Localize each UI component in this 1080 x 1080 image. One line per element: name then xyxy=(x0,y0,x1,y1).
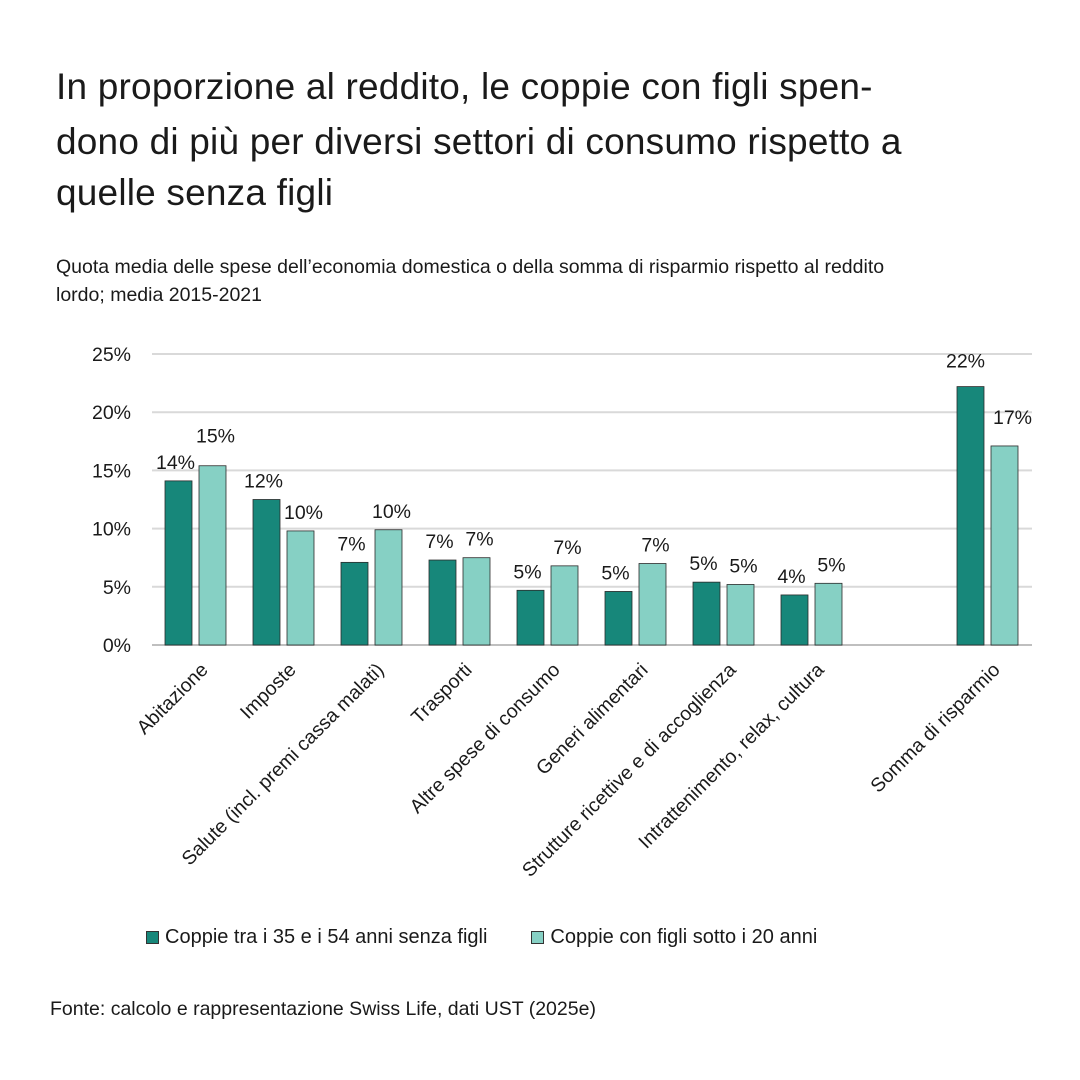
y-tick-label: 25% xyxy=(92,344,131,366)
bar-series-1 xyxy=(780,594,809,646)
bar-series-1 xyxy=(340,561,369,646)
y-tick-label: 10% xyxy=(92,519,131,541)
source-note: Fonte: calcolo e rappresentazione Swiss … xyxy=(50,998,596,1020)
bar-series-1 xyxy=(956,386,985,646)
data-label: 14% xyxy=(156,452,195,474)
chart-title-line-2: dono di più per diversi settori di consu… xyxy=(56,121,902,162)
y-tick-label: 5% xyxy=(103,577,131,599)
data-label: 10% xyxy=(284,502,323,524)
bar-series-2 xyxy=(990,445,1019,646)
x-tick-label: Imposte xyxy=(236,659,301,724)
x-tick-label: Abitazione xyxy=(133,659,213,739)
data-label: 7% xyxy=(641,535,669,557)
bar-series-2 xyxy=(550,565,579,646)
bar-series-1 xyxy=(516,589,545,646)
x-tick-label: Intrattenimento, relax, cultura xyxy=(634,659,828,853)
data-label: 10% xyxy=(372,501,411,523)
x-tick-label: Trasporti xyxy=(407,659,476,728)
y-tick-label: 0% xyxy=(103,635,131,657)
chart-title-line-3: quelle senza figli xyxy=(56,172,334,213)
data-label: 7% xyxy=(425,531,453,553)
chart-legend: Coppie tra i 35 e i 54 anni senza figli … xyxy=(146,926,817,949)
bar-series-1 xyxy=(252,499,281,646)
chart-subtitle-line-2: lordo; media 2015-2021 xyxy=(56,284,262,306)
x-tick-label: Somma di risparmio xyxy=(866,659,1004,797)
data-label: 7% xyxy=(465,529,493,551)
bar-chart: 0%5%10%15%20%25%14%15%Abitazione12%10%Im… xyxy=(92,344,1032,881)
data-label: 15% xyxy=(196,426,235,448)
chart-title-line-1: In proporzione al reddito, le coppie con… xyxy=(56,66,873,107)
bar-series-2 xyxy=(286,530,315,646)
bar-series-1 xyxy=(604,591,633,646)
x-tick-label: Altre spese di consumo xyxy=(406,659,565,818)
data-label: 17% xyxy=(993,407,1032,429)
legend-label-series-1: Coppie tra i 35 e i 54 anni senza figli xyxy=(165,926,488,948)
bar-series-2 xyxy=(198,465,227,646)
bar-series-1 xyxy=(428,559,457,646)
legend-item-series-1: Coppie tra i 35 e i 54 anni senza figli xyxy=(146,926,487,949)
bar-series-2 xyxy=(462,557,491,646)
legend-item-series-2: Coppie con figli sotto i 20 anni xyxy=(531,926,817,949)
data-label: 5% xyxy=(513,561,541,583)
bar-series-2 xyxy=(374,529,403,646)
data-label: 22% xyxy=(946,351,985,373)
bar-series-1 xyxy=(164,480,193,646)
data-label: 5% xyxy=(729,555,757,577)
y-tick-label: 20% xyxy=(92,402,131,424)
chart-subtitle-line-1: Quota media delle spese dell’economia do… xyxy=(56,256,885,278)
bar-series-2 xyxy=(638,563,667,646)
data-label: 5% xyxy=(689,553,717,575)
data-label: 5% xyxy=(601,562,629,584)
legend-label-series-2: Coppie con figli sotto i 20 anni xyxy=(550,926,818,948)
data-label: 4% xyxy=(777,566,805,588)
bar-series-1 xyxy=(692,581,721,646)
data-label: 12% xyxy=(244,471,283,493)
legend-swatch-series-2 xyxy=(531,931,545,944)
data-label: 7% xyxy=(553,537,581,559)
data-label: 5% xyxy=(817,554,845,576)
legend-swatch-series-1 xyxy=(146,931,159,944)
bar-series-2 xyxy=(814,582,843,646)
y-tick-label: 15% xyxy=(92,460,131,482)
bar-series-2 xyxy=(726,584,755,646)
data-label: 7% xyxy=(337,533,365,555)
